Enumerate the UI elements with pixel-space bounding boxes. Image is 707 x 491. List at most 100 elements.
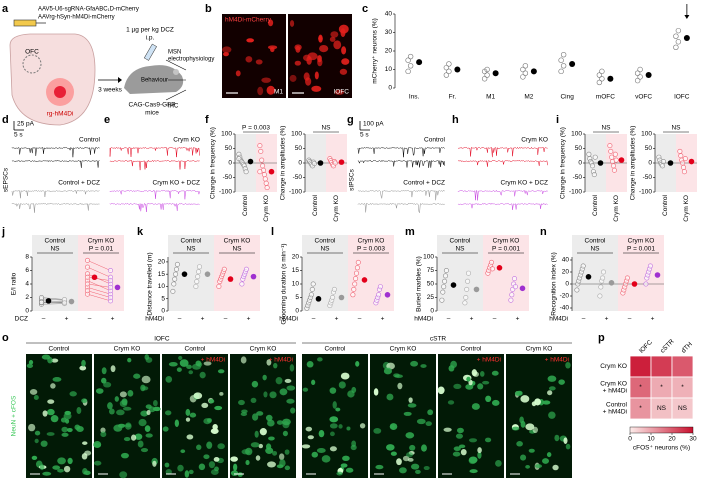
- mean-marker: [530, 68, 537, 75]
- data-point: [599, 76, 605, 82]
- current-trace: [11, 202, 100, 213]
- y-tick-label: -100: [639, 189, 652, 196]
- x-tick-label: +: [605, 316, 609, 323]
- stained-cell: [452, 451, 461, 457]
- data-point: [589, 163, 595, 169]
- current-trace: [109, 146, 200, 158]
- mean-marker: [492, 70, 499, 77]
- current-trace: [357, 159, 446, 168]
- column-title: Control: [325, 346, 347, 353]
- mean-marker: [361, 277, 368, 283]
- column-title: Crym KO: [114, 346, 141, 353]
- region-label: lOFC: [334, 89, 349, 96]
- stained-cell: [177, 464, 184, 472]
- data-point: [591, 172, 597, 178]
- stained-cell: [565, 361, 571, 369]
- data-point: [464, 286, 470, 292]
- data-point: [600, 269, 606, 275]
- stained-cell: [329, 387, 337, 394]
- stained-cell: [219, 392, 224, 396]
- data-point: [173, 271, 179, 277]
- y-tick-label: 10: [158, 283, 166, 290]
- stained-cell: [188, 370, 194, 375]
- condition-label: Control + DCZ: [58, 180, 100, 187]
- x-tick-label: –: [178, 316, 182, 323]
- stained-cell: [120, 452, 129, 459]
- y-tick-label: 0: [298, 160, 302, 167]
- stained-cell: [152, 460, 157, 467]
- x-tick-label: –: [582, 316, 586, 323]
- column-subtitle: + hM4Di: [545, 357, 569, 364]
- panel-letter: e: [104, 114, 110, 126]
- micrograph: [222, 14, 286, 98]
- panel-letter: n: [540, 226, 547, 238]
- stained-cell: [193, 392, 203, 400]
- data-point: [682, 156, 688, 162]
- stained-cell: [407, 403, 417, 408]
- stained-cell: [93, 460, 102, 466]
- stained-cell: [212, 424, 218, 431]
- stained-cell: [469, 469, 478, 474]
- y-tick-label: 0: [161, 308, 165, 315]
- labelled-cell: [319, 44, 329, 53]
- panel-letter: j: [1, 226, 5, 238]
- stained-cell: [122, 406, 132, 411]
- labelled-cell: [341, 46, 347, 55]
- stained-cell: [254, 430, 259, 438]
- mean-marker: [607, 75, 614, 82]
- row-label: Crym KO: [600, 363, 627, 370]
- stained-cell: [164, 462, 170, 468]
- annotation: NS: [671, 125, 681, 132]
- stained-cell: [119, 471, 128, 479]
- y-tick-label: 0: [388, 85, 392, 92]
- stained-cell: [241, 449, 251, 455]
- stained-cell: [273, 362, 278, 369]
- stained-cell: [340, 372, 350, 380]
- data-point: [260, 163, 266, 169]
- stained-cell: [484, 437, 492, 443]
- stained-cell: [34, 438, 39, 444]
- stained-cell: [259, 428, 267, 436]
- stained-cell: [34, 430, 41, 436]
- stained-cell: [516, 441, 523, 447]
- y-tick-label: 15: [292, 267, 300, 274]
- mean-marker: [688, 158, 695, 165]
- stained-cell: [144, 354, 150, 361]
- stained-cell: [342, 455, 350, 462]
- stained-cell: [67, 457, 73, 465]
- stained-cell: [133, 373, 141, 379]
- stained-cell: [81, 398, 88, 404]
- data-point: [643, 281, 649, 287]
- stained-cell: [110, 365, 116, 373]
- data-point: [85, 257, 91, 263]
- stained-cell: [332, 401, 337, 409]
- region-header: lOFC: [154, 336, 169, 343]
- data-point: [243, 266, 249, 272]
- condition-label: Control: [79, 137, 101, 144]
- readout-label: MSN: [168, 50, 181, 56]
- data-point: [38, 299, 44, 305]
- labelled-cell: [330, 31, 339, 38]
- data-point: [195, 274, 201, 280]
- group-title: Crym KO: [358, 238, 385, 245]
- stained-cell: [394, 374, 403, 379]
- mean-marker: [181, 271, 188, 277]
- data-point: [196, 269, 202, 275]
- y-tick-label: -20: [560, 293, 570, 300]
- stained-cell: [307, 435, 314, 440]
- row-label: + hM4Di: [603, 388, 627, 395]
- stained-cell: [210, 469, 219, 475]
- stained-cell: [450, 360, 457, 369]
- current-trace: [357, 146, 445, 158]
- group-title: Crym KO: [224, 238, 251, 245]
- y-axis-label: Change in frequency (%): [560, 127, 567, 199]
- mean-marker: [68, 298, 75, 305]
- brain-section: [9, 33, 96, 126]
- stained-cell: [61, 432, 69, 437]
- paired-line: [41, 297, 65, 300]
- stained-cell: [279, 388, 288, 396]
- labelled-cell: [266, 85, 275, 95]
- stained-cell: [458, 444, 466, 449]
- mean-marker: [204, 271, 211, 277]
- data-point: [442, 273, 448, 279]
